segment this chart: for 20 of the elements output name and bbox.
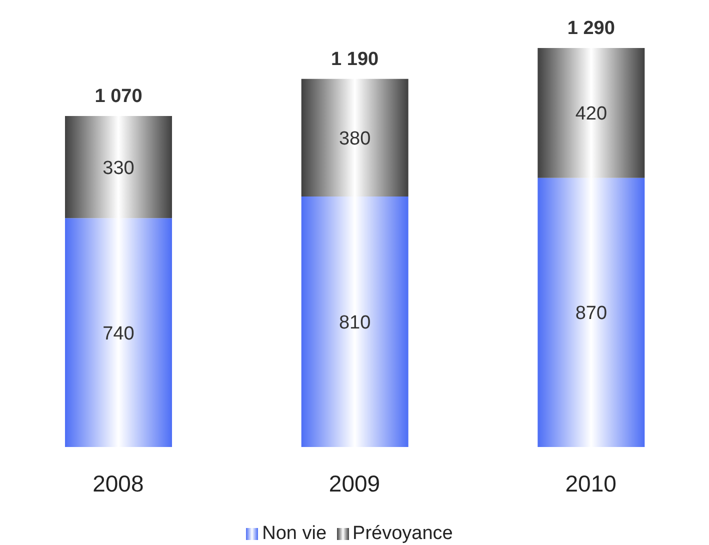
data-label: 380 bbox=[338, 128, 371, 150]
data-label: 330 bbox=[102, 158, 134, 179]
x-tick-label: 2010 bbox=[565, 470, 616, 496]
data-label: 870 bbox=[575, 303, 608, 324]
bar bbox=[538, 48, 645, 178]
bar bbox=[538, 178, 645, 447]
legend-label: Prévoyance bbox=[352, 523, 453, 544]
bar bbox=[65, 116, 172, 218]
data-label: 810 bbox=[338, 312, 371, 334]
bar bbox=[65, 218, 172, 447]
bar bbox=[301, 196, 408, 447]
total-label: 1 190 bbox=[331, 48, 379, 70]
x-tick-label: 2009 bbox=[328, 470, 380, 496]
legend-label: Non vie bbox=[262, 523, 327, 544]
bar bbox=[301, 78, 408, 196]
total-label: 1 070 bbox=[94, 86, 142, 108]
x-tick-label: 2008 bbox=[92, 470, 144, 496]
total-label: 1 290 bbox=[567, 18, 615, 39]
data-label: 420 bbox=[575, 104, 608, 125]
data-label: 740 bbox=[102, 323, 134, 344]
